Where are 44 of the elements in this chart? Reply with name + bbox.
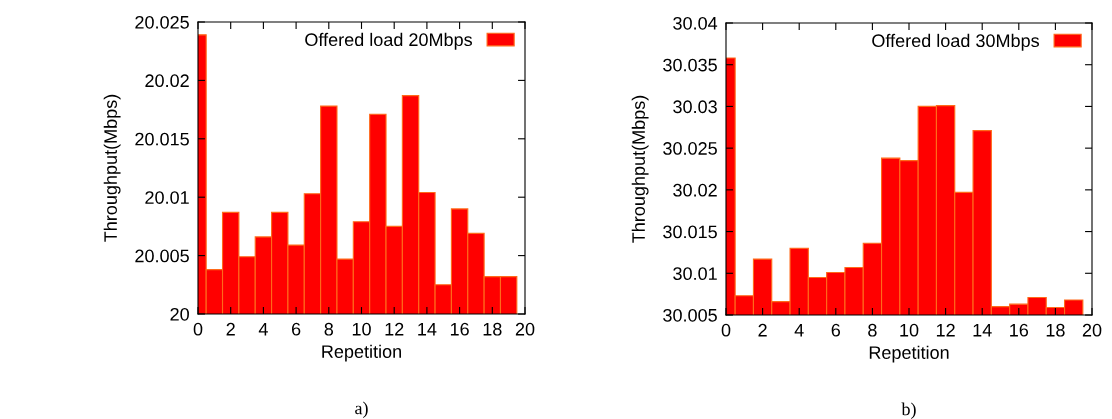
- text: a): [355, 401, 368, 418]
- y-tick-label: 30.04: [673, 16, 718, 30]
- y-tick-label: 20.015: [135, 132, 189, 146]
- x-tick-label: 4: [258, 323, 268, 336]
- x-tick-label: 14: [973, 324, 992, 337]
- y-axis-title: Throughput(Mbps): [631, 95, 649, 243]
- y-tick-label: 20.01: [145, 191, 189, 204]
- x-tick-label: 16: [450, 322, 469, 336]
- x-tick-label: 16: [1010, 323, 1029, 337]
- x-axis-title: Repetition: [322, 344, 401, 362]
- y-tick-label: 30.035: [663, 58, 717, 72]
- x-tick-label: 8: [868, 323, 877, 337]
- x-tick-label: 0: [193, 322, 203, 336]
- y-tick-label: 30.015: [663, 225, 717, 239]
- x-tick-label: 12: [385, 322, 404, 336]
- y-tick-label: 30.01: [673, 267, 717, 281]
- x-tick-label: 20: [515, 322, 535, 336]
- y-tick-label: 20.005: [135, 249, 189, 263]
- x-tick-label: 18: [1046, 323, 1065, 337]
- x-tick-label: 0: [721, 323, 731, 337]
- x-tick-label: 18: [483, 322, 502, 336]
- x-tick-label: 14: [418, 323, 437, 336]
- y-tick-label: 20.025: [135, 15, 189, 29]
- x-tick-label: 2: [226, 322, 235, 336]
- x-tick-label: 4: [794, 324, 804, 337]
- y-tick-label: 30.025: [663, 142, 717, 155]
- x-tick-label: 6: [292, 322, 301, 336]
- x-tick-label: 10: [352, 322, 371, 336]
- legend-label: Offered load 30Mbps: [872, 33, 1039, 51]
- y-tick-label: 30.02: [673, 183, 717, 197]
- y-tick-label: 20: [170, 307, 189, 321]
- x-tick-label: 10: [900, 323, 919, 337]
- y-tick-label: 30.03: [673, 100, 717, 114]
- x-axis-title: Repetition: [869, 345, 949, 363]
- y-axis-title: Throughput(Mbps): [103, 94, 121, 242]
- y-tick-label: 30.005: [663, 308, 717, 322]
- y-tick-label: 20.02: [145, 74, 189, 88]
- x-tick-label: 12: [936, 323, 955, 337]
- text: b): [901, 402, 916, 419]
- legend-label: Offered load 20Mbps: [305, 32, 472, 50]
- x-tick-label: 2: [758, 323, 767, 337]
- x-tick-label: 20: [1082, 323, 1102, 337]
- x-tick-label: 8: [324, 322, 334, 336]
- x-tick-label: 6: [831, 323, 841, 337]
